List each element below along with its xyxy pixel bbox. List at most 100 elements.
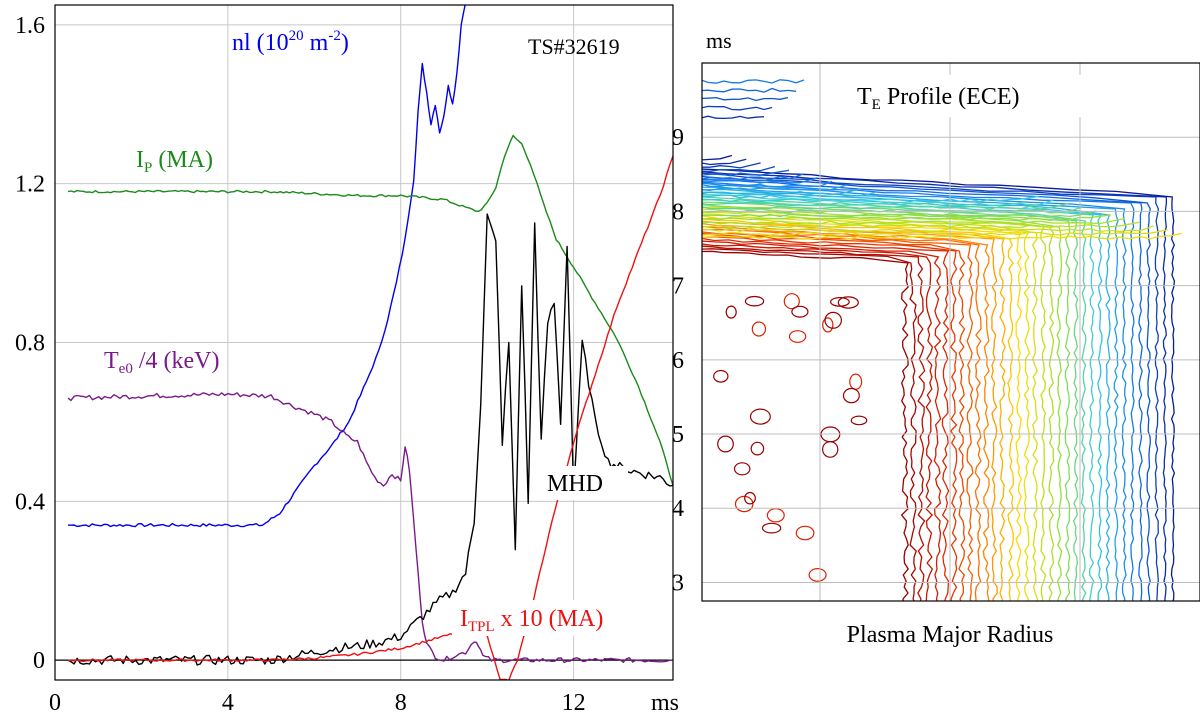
y-tick-label: 0 [33,648,45,674]
contour-line [702,245,926,601]
contour-line [702,178,1143,601]
contour-y-tick-label: 3 [672,570,684,596]
contour-panel: ms TE Profile (ECE) 3 4 5 6 7 8 9 Plasma Major… [672,28,1200,648]
contour-line [702,232,966,601]
contour-line [702,180,833,188]
contour-line [702,196,1087,601]
contour-line [702,188,861,195]
contour-line [702,105,773,111]
contour-line [702,158,747,166]
contour-line [702,208,1047,601]
x-tick-label: 4 [222,690,234,716]
contour-line [702,228,982,601]
contour-island [824,311,842,329]
contour-line [702,191,1103,601]
contour-line [702,204,1063,601]
series-label-nl: nl (1020 m-2) [232,28,349,56]
contour-line [702,248,918,601]
series-line [67,134,673,486]
y-tick-labels: 0 0.4 0.8 1.2 1.6 [15,13,45,674]
contour-line [702,154,733,161]
contour-line [702,96,789,102]
x-tick-label: 8 [395,690,407,716]
x-axis-title: Plasma Major Radius [847,622,1054,648]
contour-line [702,211,1039,601]
contour-island [750,441,765,456]
contour-line [702,184,847,191]
contour-y-tick-label: 7 [672,274,684,300]
contour-line [702,87,797,93]
contour-island [744,491,756,505]
contour-line [702,182,1127,601]
contour-island [842,387,860,404]
contour-line [702,240,942,601]
contour-line [702,115,765,120]
plot-frame [54,4,674,681]
contour-line [702,214,1111,221]
contour-line [702,172,1160,601]
contour-island [808,568,827,582]
series-line [67,5,466,528]
contour-line [702,175,1151,601]
y-tick-label: 1.2 [15,172,45,198]
contour-line [702,173,804,181]
y-tick-label: 0.4 [15,489,45,515]
contour-y-tick-label: 5 [672,422,684,448]
contour-island [761,522,782,534]
contour-line [702,186,1119,601]
contour-line [702,165,776,172]
mhd-label-bg [536,466,628,500]
y-unit-label: ms [706,28,732,53]
contour-y-tick-label: 9 [672,125,684,151]
contour-line [702,229,1168,236]
contour-island [749,408,771,425]
contour-island [791,305,809,318]
contour-lines [702,79,1183,601]
series-line [67,392,673,664]
timeseries-panel: 0 0.4 0.8 1.2 1.6 0 4 8 12 ms TS#32619 nl (1020… [15,4,679,716]
itpl-label-bg [452,600,664,636]
contour-island [822,441,839,458]
contour-island [795,525,815,541]
contour-line [702,243,934,601]
contour-grid [702,63,1200,601]
contour-y-tick-labels: 3 4 5 6 7 8 9 [672,125,684,596]
contour-line [702,181,1135,601]
contour-island [733,462,751,476]
contour-island [734,495,754,513]
contour-line [702,188,1111,601]
contour-y-tick-label: 8 [672,199,684,225]
contour-island [850,415,868,426]
contour-island [783,293,800,310]
contour-frame [701,62,1200,602]
contour-line [702,232,1183,240]
x-tick-label: 12 [562,690,586,716]
contour-line [702,191,876,199]
contour-line [702,225,990,601]
contour-line [702,171,1168,601]
contour-line [702,199,1054,207]
contour-line [702,217,1126,225]
contour-island [717,435,734,453]
contour-line [702,236,958,601]
y-tick-label: 1.6 [15,13,45,39]
series-label-te0: Te0 /4 (keV) [104,348,219,377]
series-label-itpl: ITPL x 10 (MA) [460,606,603,635]
series-label-ip: IP (MA) [136,147,213,176]
contour-line [702,177,818,184]
contour-line [702,169,790,177]
y-tick-label: 0.8 [15,331,45,357]
contour-y-tick-label: 6 [672,348,684,374]
contour-line [702,250,910,601]
contour-line [702,225,1154,233]
x-tick-label: 0 [49,690,61,716]
contour-island [751,321,767,337]
contour-title-bg [845,75,1090,117]
contour-island [830,297,850,307]
contour-line [702,203,1068,210]
contour-line [702,201,1071,601]
contour-title: TE Profile (ECE) [857,84,1019,113]
contour-island [725,305,737,319]
chart-title: TS#32619 [528,34,620,59]
